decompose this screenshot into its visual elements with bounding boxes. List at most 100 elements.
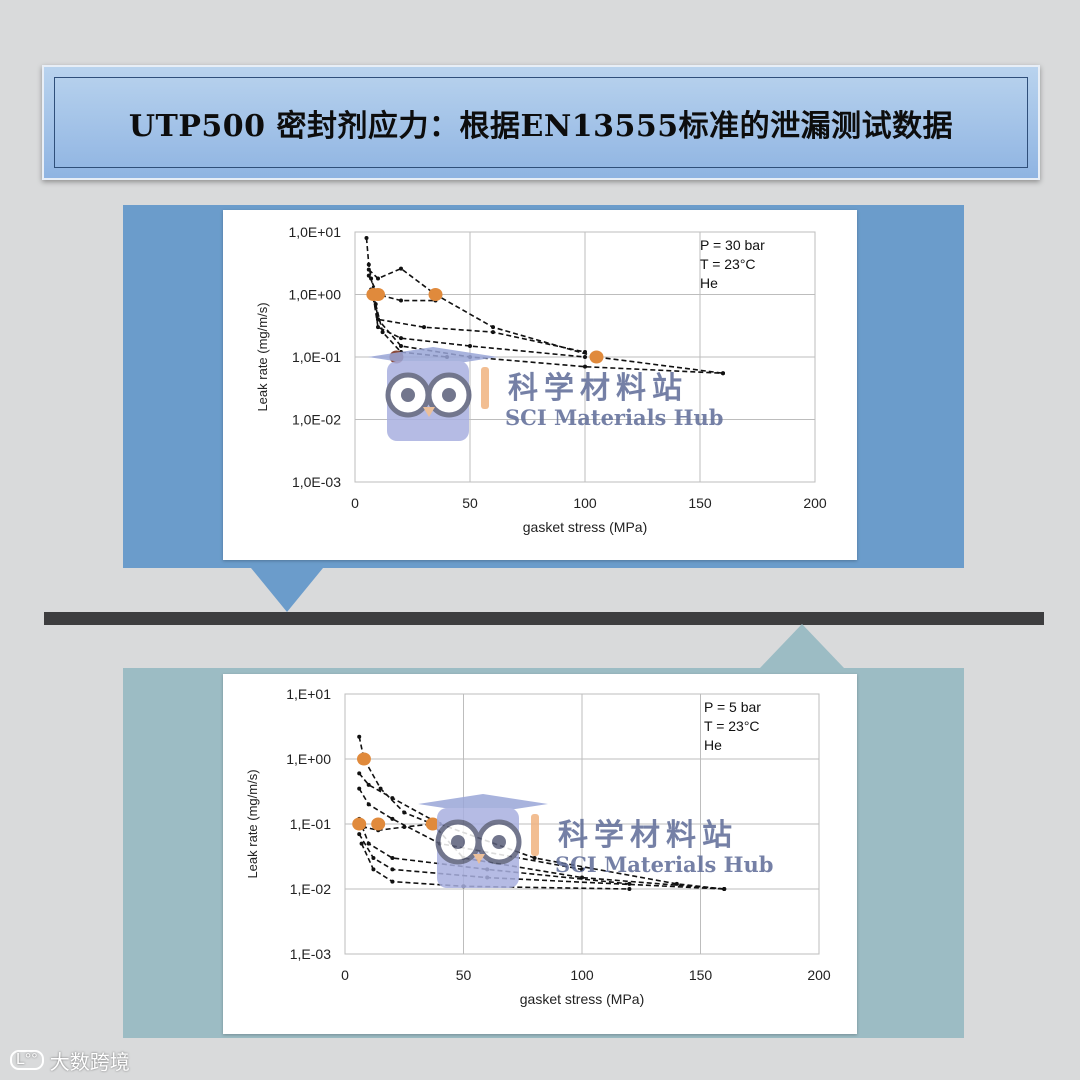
- data-point: [402, 824, 407, 829]
- data-point: [366, 841, 371, 846]
- highlight-marker: [425, 817, 440, 831]
- x-tick-label: 0: [341, 967, 349, 983]
- data-point: [380, 330, 385, 335]
- page-title: UTP500 密封剂应力：根据EN13555标准的泄漏测试数据: [128, 108, 954, 144]
- data-point: [373, 302, 378, 307]
- plot-frame: [344, 693, 820, 955]
- series-line: [372, 297, 586, 358]
- data-point: [371, 855, 376, 860]
- watermark-en-text: SCI Materials Hub: [555, 852, 774, 877]
- chart-card-5bar: 0 50 100 150 200 1,E+01 1,E+00 1,E-01 1,E-02 1,E-…: [223, 674, 857, 1034]
- data-point: [366, 262, 371, 267]
- owl-graduate-icon: [368, 347, 498, 441]
- data-point: [491, 330, 495, 335]
- x-tick-label: 100: [570, 967, 594, 983]
- data-point: [366, 267, 371, 272]
- logo-mark-icon: L°°: [10, 1050, 44, 1070]
- data-point: [399, 298, 403, 303]
- series-line: [368, 275, 436, 302]
- data-point: [357, 734, 362, 739]
- annotation-text: P = 5 bar: [704, 699, 761, 715]
- data-point: [583, 355, 587, 359]
- y-axis-label: Leak rate (mg/m/s): [245, 769, 260, 878]
- data-point: [580, 867, 584, 872]
- y-tick-label: 1,E-03: [290, 946, 331, 962]
- x-tick-label: 100: [573, 495, 597, 511]
- data-point: [402, 810, 407, 815]
- x-tick-label: 0: [351, 495, 359, 511]
- y-tick-label: 1,E-02: [290, 881, 331, 897]
- data-point: [390, 867, 395, 872]
- x-tick-label: 200: [807, 967, 831, 983]
- x-tick-label: 150: [688, 495, 712, 511]
- data-point: [399, 343, 403, 348]
- y-tick-label: 1,0E-01: [292, 349, 341, 365]
- data-point: [722, 887, 727, 891]
- data-point: [583, 364, 587, 369]
- data-point: [366, 802, 371, 807]
- x-tick-label: 150: [689, 967, 713, 983]
- data-point: [422, 325, 426, 330]
- footer-logo: L°° 大数跨境: [10, 1046, 130, 1074]
- data-point: [399, 336, 403, 341]
- data-point: [371, 867, 376, 872]
- x-axis-label: gasket stress (MPa): [523, 519, 647, 535]
- title-banner: UTP500 密封剂应力：根据EN13555标准的泄漏测试数据: [42, 65, 1040, 180]
- data-point: [399, 266, 403, 271]
- plot-frame: [354, 231, 816, 483]
- y-tick-label: 1,E+00: [286, 751, 331, 767]
- data-point: [390, 855, 395, 860]
- data-point: [359, 841, 364, 846]
- watermark: 科学材料站 SCI Materials Hub: [363, 345, 723, 455]
- data-point: [468, 343, 472, 348]
- watermark-cn-text: 科学材料站: [558, 818, 738, 853]
- highlight-marker: [428, 288, 443, 301]
- data-point: [366, 273, 371, 278]
- x-tick-label: 50: [462, 495, 478, 511]
- owl-graduate-icon: [418, 794, 548, 888]
- data-point: [364, 236, 369, 241]
- y-tick-label: 1,0E-03: [292, 474, 341, 490]
- y-tick-label: 1,E-01: [290, 816, 331, 832]
- highlight-marker: [371, 817, 386, 831]
- data-point: [390, 816, 395, 821]
- annotation-text: P = 30 bar: [700, 237, 765, 253]
- y-tick-label: 1,0E-02: [292, 412, 341, 428]
- data-point: [390, 879, 395, 884]
- data-point: [491, 325, 495, 330]
- y-tick-label: 1,E+01: [286, 686, 331, 702]
- y-axis-label: Leak rate (mg/m/s): [255, 302, 270, 411]
- annotation-text: T = 23°C: [700, 256, 756, 272]
- highlight-marker: [589, 350, 604, 364]
- title-frame: UTP500 密封剂应力：根据EN13555标准的泄漏测试数据: [54, 77, 1028, 168]
- series-line: [374, 304, 448, 358]
- data-point: [357, 786, 362, 791]
- pointer-down-arrow: [251, 568, 323, 612]
- pointer-up-arrow: [760, 624, 844, 668]
- annotation-text: He: [700, 275, 718, 291]
- divider-bar: [44, 612, 1044, 625]
- series-line: [358, 818, 630, 885]
- chart-card-30bar: 0 50 100 150 200 1,0E+01 1,0E+00 1,0E-01 1,0E-02…: [223, 210, 857, 560]
- data-point: [357, 771, 362, 776]
- data-point: [532, 855, 537, 860]
- series-line: [370, 289, 586, 353]
- data-point: [357, 832, 362, 837]
- annotation-text: T = 23°C: [704, 718, 760, 734]
- data-point: [721, 371, 725, 376]
- x-tick-label: 50: [456, 967, 472, 983]
- footer-logo-text: 大数跨境: [49, 1051, 130, 1074]
- data-point: [366, 782, 371, 787]
- data-point: [674, 881, 679, 886]
- data-point: [376, 325, 380, 330]
- data-point: [583, 350, 587, 355]
- data-point: [390, 796, 395, 801]
- watermark: 科学材料站 SCI Materials Hub: [413, 792, 773, 902]
- data-point: [376, 276, 380, 281]
- watermark-en-text: SCI Materials Hub: [505, 405, 724, 430]
- y-tick-label: 1,0E+00: [288, 287, 341, 303]
- watermark-cn-text: 科学材料站: [508, 371, 688, 406]
- highlight-marker: [371, 288, 385, 301]
- y-tick-label: 1,0E+01: [288, 224, 341, 240]
- x-axis-label: gasket stress (MPa): [520, 991, 644, 1007]
